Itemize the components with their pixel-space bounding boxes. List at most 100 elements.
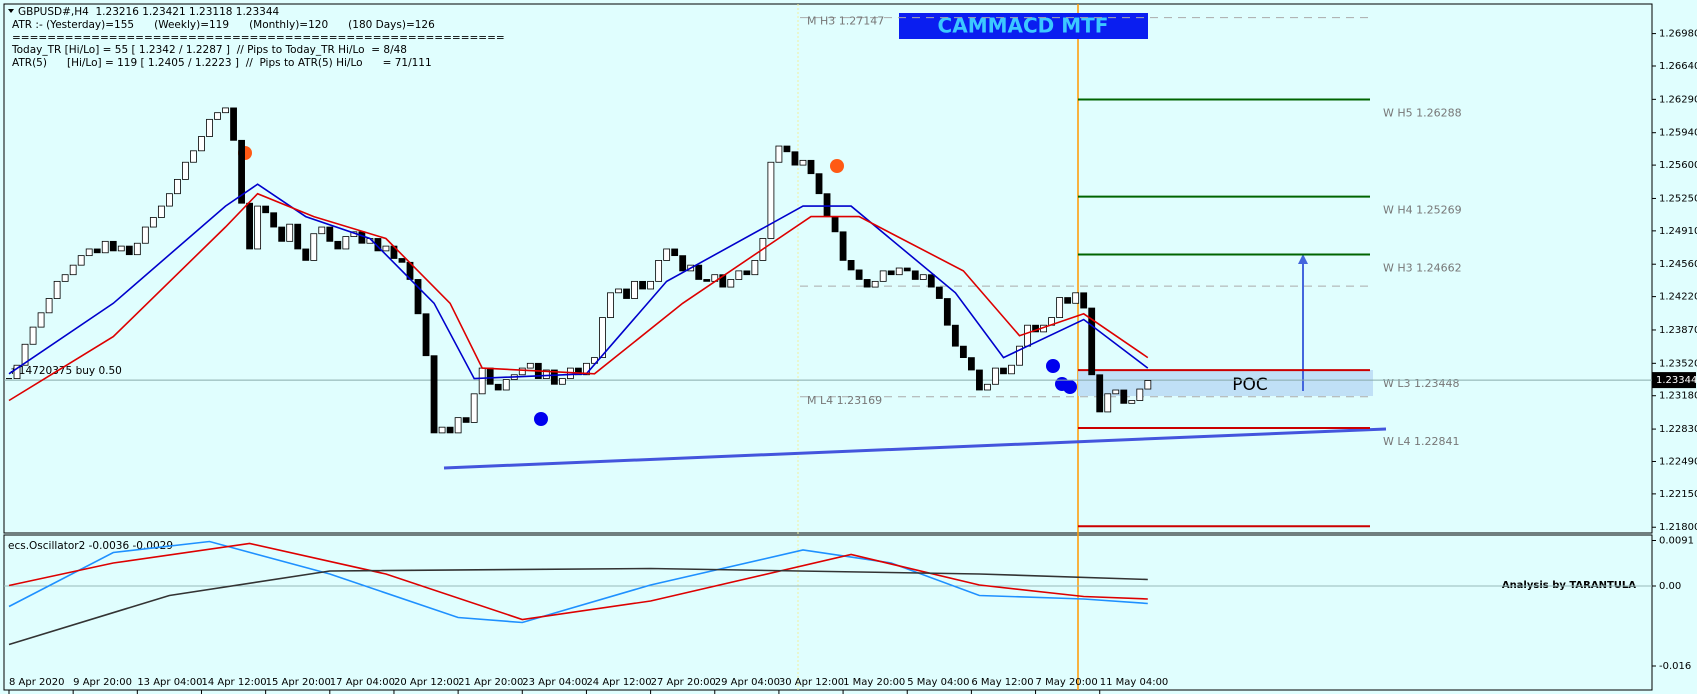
candle-body [879, 270, 887, 282]
candle-body [919, 274, 927, 280]
candle-body [174, 178, 181, 195]
candle-body [951, 324, 959, 347]
y-tick-label: 0.00 [1659, 581, 1681, 592]
candle-body [230, 107, 237, 141]
main-panel [3, 3, 1653, 534]
candle-body [831, 216, 839, 233]
indicator-line [8, 542, 1148, 621]
candle-body [430, 355, 438, 434]
candle-body [1144, 380, 1152, 390]
x-tick-label: 30 Apr 12:00 [779, 677, 844, 688]
header-line: ATR :- (Yesterday)=155 (Weekly)=119 (Mon… [12, 19, 435, 31]
x-tick-label: 14 Apr 12:00 [201, 677, 266, 688]
candle-body [984, 383, 991, 391]
candle-body [1136, 388, 1144, 401]
candle-body [743, 270, 751, 276]
candle-body [342, 236, 350, 250]
candle-body [583, 362, 590, 376]
candle-body [1072, 292, 1080, 304]
candle-body [470, 393, 478, 423]
y-tick-label: 1.26980 [1659, 29, 1697, 40]
candle-body [141, 226, 149, 244]
candle-body [1080, 292, 1088, 309]
header-line: GBPUSD#,H4 1.23216 1.23421 1.23118 1.233… [18, 6, 280, 18]
candle-body [238, 139, 245, 204]
candle-body [558, 378, 566, 385]
y-tick-label: 1.24220 [1659, 292, 1697, 303]
x-tick-label: 24 Apr 12:00 [586, 677, 651, 688]
x-tick-label: 15 Apr 20:00 [266, 677, 331, 688]
x-tick-label: 8 Apr 2020 [9, 677, 64, 688]
candle-body [254, 205, 262, 250]
candle-body [703, 279, 711, 282]
y-tick-label: 1.24560 [1659, 259, 1697, 270]
candle-body [206, 118, 213, 137]
candle-body [526, 362, 534, 369]
signal-dot [1063, 380, 1077, 394]
candle-body [486, 367, 494, 385]
candle-body [198, 136, 205, 152]
candle-body [927, 274, 935, 288]
candle-body [839, 231, 847, 261]
candle-body [262, 205, 270, 214]
x-tick-label: 21 Apr 20:00 [458, 677, 523, 688]
candle-body [358, 231, 366, 244]
candle-body [93, 248, 101, 254]
candle-body [77, 255, 85, 266]
menu-icon [8, 9, 14, 13]
candle-body [165, 193, 173, 207]
candle-body [21, 343, 29, 366]
y-tick-label: 1.25600 [1659, 160, 1697, 171]
y-tick-label: 1.22150 [1659, 489, 1697, 500]
candle-body [125, 245, 133, 256]
candle-body [1104, 393, 1112, 413]
candle-body [871, 280, 879, 288]
candle-body [887, 270, 895, 276]
y-tick-label: 1.22830 [1659, 424, 1697, 435]
candle-body [1128, 400, 1136, 404]
y-tick-label: 1.25250 [1659, 193, 1697, 204]
candle-body [494, 383, 502, 391]
price-box [1652, 372, 1696, 389]
candle-body [382, 245, 390, 252]
candle-body [157, 205, 165, 218]
indicator-line [8, 192, 1149, 402]
candle-body [478, 367, 486, 395]
y-tick-label: 1.21800 [1659, 522, 1697, 533]
candle-body [767, 161, 775, 239]
candle-body [847, 259, 855, 271]
candle-body [1000, 367, 1007, 375]
candle-body [903, 267, 911, 272]
candle-body [1056, 297, 1064, 318]
candle-body [117, 245, 125, 252]
candle-body [182, 161, 189, 180]
candle-body [222, 107, 229, 114]
candle-body [1120, 389, 1128, 404]
candle-body [422, 313, 430, 357]
candle-body [518, 367, 526, 376]
candle-body [502, 379, 510, 391]
oscillator-panel [3, 534, 1653, 691]
poc-label: POC [1232, 375, 1268, 395]
y-tick-label: 1.26290 [1659, 94, 1697, 105]
candle-body [615, 288, 622, 294]
candle-body [895, 267, 903, 276]
level-label: W H3 1.24662 [1383, 261, 1462, 274]
y-tick-label: 1.24910 [1659, 226, 1697, 237]
candle-body [13, 364, 21, 379]
candle-body [1008, 364, 1015, 375]
candle-body [85, 248, 93, 257]
candle-body [29, 326, 37, 345]
candle-body [45, 298, 53, 314]
candle-body [550, 369, 558, 385]
candle-body [863, 279, 871, 288]
candle-body [302, 248, 310, 261]
level-label: W L4 1.22841 [1383, 435, 1459, 448]
candle-body [663, 248, 671, 261]
candle-body [37, 312, 45, 328]
x-tick-label: 7 May 20:00 [1036, 677, 1098, 688]
y-tick-label: 1.22490 [1659, 456, 1697, 467]
candle-body [751, 259, 759, 276]
candle-body [414, 279, 422, 315]
